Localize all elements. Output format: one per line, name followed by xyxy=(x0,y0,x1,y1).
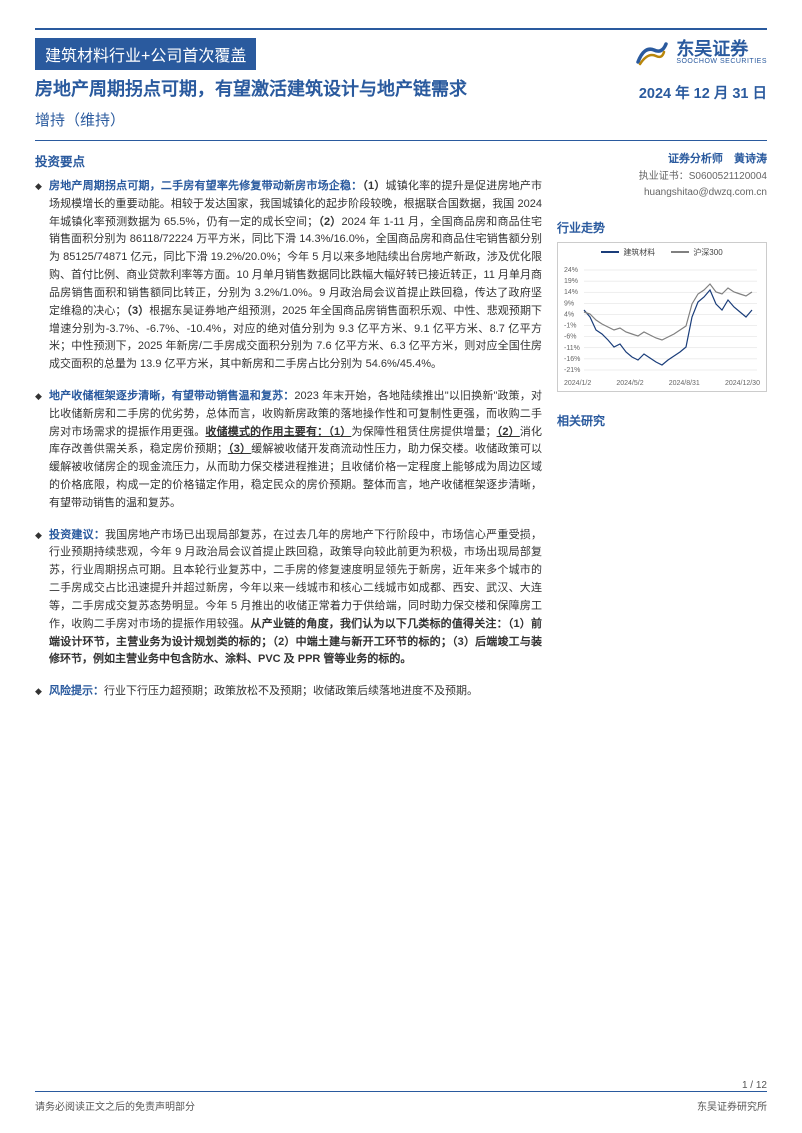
logo-text-cn: 东吴证券 xyxy=(676,40,767,58)
bullet-body: （1）城镇化率的提升是促进房地产市场规模增长的重要动能。相较于发达国家，我国城镇… xyxy=(49,180,542,370)
main-title: 房地产周期拐点可期，有望激活建筑设计与地产链需求 xyxy=(35,76,467,102)
analyst-license: S0600521120004 xyxy=(689,171,767,182)
analyst-email: huangshitao@dwzq.com.cn xyxy=(557,185,767,201)
svg-text:24%: 24% xyxy=(564,267,578,274)
svg-text:9%: 9% xyxy=(564,300,574,307)
bullet-body: 2023 年末开始，各地陆续推出"以旧换新"政策，对比收储新房和二手房的优劣势，… xyxy=(49,390,542,509)
rating-text: 增持（维持） xyxy=(35,109,767,130)
xaxis-label: 2024/1/2 xyxy=(564,380,591,387)
svg-text:-11%: -11% xyxy=(564,344,580,351)
bullet-item: 风险提示：行业下行压力超预期；政策放松不及预期；收储政策后续落地进度不及预期。 xyxy=(35,683,542,701)
related-heading: 相关研究 xyxy=(557,412,767,429)
logo-text-en: SOOCHOW SECURITIES xyxy=(676,58,767,66)
xaxis-label: 2024/5/2 xyxy=(616,380,643,387)
main-column: 投资要点 房地产周期拐点可期，二手房有望率先修复带动新房市场企稳：（1）城镇化率… xyxy=(35,151,542,715)
bullet-lead: 房地产周期拐点可期，二手房有望率先修复带动新房市场企稳： xyxy=(49,180,362,192)
svg-text:-1%: -1% xyxy=(564,322,576,329)
title-row: 房地产周期拐点可期，有望激活建筑设计与地产链需求 2024 年 12 月 31 … xyxy=(35,76,767,103)
logo-block: 东吴证券 SOOCHOW SECURITIES xyxy=(634,38,767,68)
bullet-list: 房地产周期拐点可期，二手房有望率先修复带动新房市场企稳：（1）城镇化率的提升是促… xyxy=(35,178,542,701)
report-date: 2024 年 12 月 31 日 xyxy=(639,76,767,103)
footer: 请务必阅读正文之后的免责声明部分 东吴证券研究所 xyxy=(35,1091,767,1113)
header-row: 建筑材料行业+公司首次覆盖 东吴证券 SOOCHOW SECURITIES xyxy=(35,38,767,70)
footer-disclaimer: 请务必阅读正文之后的免责声明部分 xyxy=(35,1098,195,1113)
bullet-lead: 风险提示： xyxy=(49,685,104,697)
svg-text:4%: 4% xyxy=(564,311,574,318)
legend-line-1 xyxy=(601,251,619,253)
analyst-title-label: 证券分析师 xyxy=(668,153,723,165)
legend-item-1: 建筑材料 xyxy=(601,247,655,258)
legend-line-2 xyxy=(671,251,689,253)
category-banner: 建筑材料行业+公司首次覆盖 xyxy=(35,38,256,70)
page-number: 1 / 12 xyxy=(742,1080,767,1091)
chart-xaxis: 2024/1/2 2024/5/2 2024/8/31 2024/12/30 xyxy=(562,380,762,387)
bullet-lead: 地产收储框架逐步清晰，有望带动销售温和复苏： xyxy=(49,390,294,402)
xaxis-label: 2024/12/30 xyxy=(725,380,760,387)
bullet-item: 投资建议：我国房地产市场已出现局部复苏，在过去几年的房地产下行阶段中，市场信心严… xyxy=(35,527,542,670)
bullet-body: 我国房地产市场已出现局部复苏，在过去几年的房地产下行阶段中，市场信心严重受损，行… xyxy=(49,529,542,666)
legend-label-2: 沪深300 xyxy=(693,247,722,258)
footer-institute: 东吴证券研究所 xyxy=(697,1098,767,1113)
side-column: 证券分析师 黄诗涛 执业证书：S0600521120004 huangshita… xyxy=(557,151,767,715)
bullet-item: 地产收储框架逐步清晰，有望带动销售温和复苏：2023 年末开始，各地陆续推出"以… xyxy=(35,388,542,513)
analyst-name: 黄诗涛 xyxy=(734,153,767,165)
svg-text:19%: 19% xyxy=(564,278,578,285)
svg-text:14%: 14% xyxy=(564,289,578,296)
svg-text:-16%: -16% xyxy=(564,355,580,362)
top-rule xyxy=(35,28,767,30)
svg-text:-21%: -21% xyxy=(564,367,580,374)
footer-rule xyxy=(35,1091,767,1092)
analyst-block: 证券分析师 黄诗涛 执业证书：S0600521120004 huangshita… xyxy=(557,151,767,201)
analyst-license-label: 执业证书： xyxy=(639,171,689,182)
content-row: 投资要点 房地产周期拐点可期，二手房有望率先修复带动新房市场企稳：（1）城镇化率… xyxy=(35,151,767,715)
section-heading-keypoints: 投资要点 xyxy=(35,151,542,170)
legend-item-2: 沪深300 xyxy=(671,247,722,258)
bullet-item: 房地产周期拐点可期，二手房有望率先修复带动新房市场企稳：（1）城镇化率的提升是促… xyxy=(35,178,542,374)
bullet-lead: 投资建议： xyxy=(49,529,105,541)
mid-rule xyxy=(35,140,767,141)
svg-text:-6%: -6% xyxy=(564,333,576,340)
trend-heading: 行业走势 xyxy=(557,219,767,236)
xaxis-label: 2024/8/31 xyxy=(669,380,700,387)
legend-label-1: 建筑材料 xyxy=(623,247,655,258)
bullet-body: 行业下行压力超预期；政策放松不及预期；收储政策后续落地进度不及预期。 xyxy=(104,685,478,697)
trend-chart: 建筑材料 沪深300 24% 19% 14% 9% 4% -1% -6% -11% -16% -2… xyxy=(557,242,767,392)
logo-icon xyxy=(634,38,670,68)
chart-svg: 24% 19% 14% 9% 4% -1% -6% -11% -16% -21% xyxy=(562,262,762,377)
chart-legend: 建筑材料 沪深300 xyxy=(562,247,762,258)
